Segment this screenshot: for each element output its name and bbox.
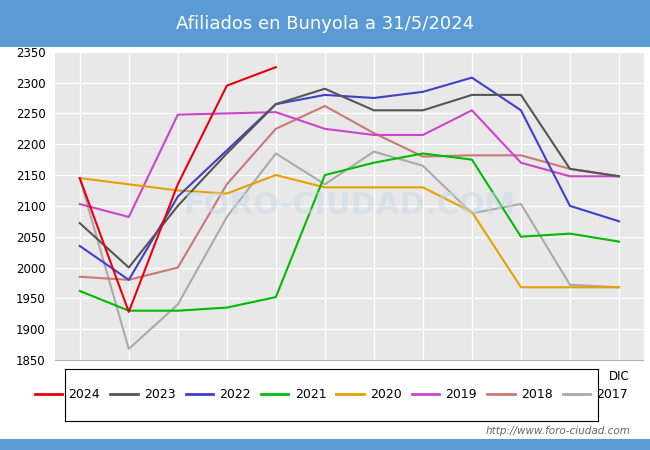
Text: FORO-CIUDAD.COM: FORO-CIUDAD.COM — [183, 191, 515, 220]
Text: http://www.foro-ciudad.com: http://www.foro-ciudad.com — [486, 427, 630, 436]
Text: Afiliados en Bunyola a 31/5/2024: Afiliados en Bunyola a 31/5/2024 — [176, 14, 474, 33]
Legend: 2024, 2023, 2022, 2021, 2020, 2019, 2018, 2017: 2024, 2023, 2022, 2021, 2020, 2019, 2018… — [30, 383, 633, 406]
